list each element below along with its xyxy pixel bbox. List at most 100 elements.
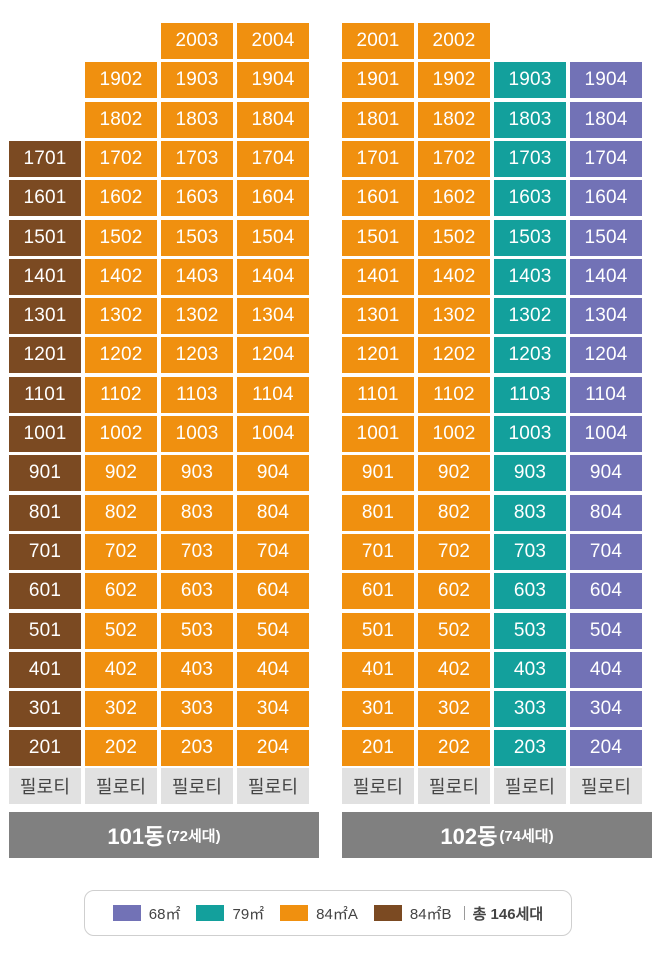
unit-column-03: 1903 1803 1703 1603 1503 1403 1302 1203 1103 1003…	[494, 0, 566, 870]
unit-cell: 1102	[418, 376, 490, 413]
unit-cell: 1001	[342, 416, 414, 452]
unit-cell: 1003	[161, 416, 233, 452]
unit-cell: 504	[237, 612, 309, 649]
unit-cell: 904	[570, 455, 642, 492]
legend-label-84b: 84㎡B	[409, 905, 452, 923]
unit-cell: 803	[161, 494, 233, 531]
unit-cell: 1803	[494, 101, 566, 138]
unit-cell: 604	[570, 573, 642, 610]
unit-cell: 1301	[9, 298, 81, 335]
unit-cell: 903	[494, 455, 566, 492]
pilotis-cell: 필로티	[85, 768, 157, 804]
unit-cell: 1003	[494, 416, 566, 452]
unit-cell: 1101	[342, 376, 414, 413]
unit-cell: 1703	[161, 140, 233, 177]
building-102-name-banner: 102동 (74세대)	[342, 812, 652, 858]
unit-cell: 303	[494, 691, 566, 728]
legend-swatch-84b	[373, 905, 402, 921]
building-102: 102동 (74세대) 2001 1901 1801 1701 1601 1501 1401 1…	[342, 0, 652, 870]
unit-column-01: 2001 1901 1801 1701 1601 1501 1401 1301 1201 1101…	[342, 0, 414, 870]
unit-cell: 1904	[237, 62, 309, 99]
unit-cell: 1902	[418, 62, 490, 99]
unit-cell: 1802	[418, 101, 490, 138]
unit-cell: 902	[418, 455, 490, 492]
unit-cell: 1803	[161, 101, 233, 138]
unit-cell: 404	[237, 651, 309, 688]
unit-cell: 1304	[570, 298, 642, 335]
unit-cell: 2003	[161, 23, 233, 59]
unit-cell: 304	[570, 691, 642, 728]
unit-cell: 1002	[85, 416, 157, 452]
unit-cell: 502	[85, 612, 157, 649]
legend-item-68: 68㎡	[112, 903, 180, 924]
unit-cell: 604	[237, 573, 309, 610]
building-name: 101동	[107, 824, 165, 849]
unit-cell: 1504	[237, 219, 309, 256]
unit-cell: 304	[237, 691, 309, 728]
unit-cell: 201	[9, 730, 81, 767]
unit-cell: 1304	[237, 298, 309, 335]
unit-cell: 601	[342, 573, 414, 610]
unit-cell: 501	[9, 612, 81, 649]
unit-cell: 1403	[494, 258, 566, 295]
unit-cell: 1504	[570, 219, 642, 256]
unit-cell: 902	[85, 455, 157, 492]
unit-cell: 704	[237, 533, 309, 570]
unit-cell: 1702	[85, 140, 157, 177]
unit-column-04: 1904 1804 1704 1604 1504 1404 1304 1204 1104 1004…	[570, 0, 642, 870]
unit-cell: 1002	[418, 416, 490, 452]
legend-swatch-79	[196, 905, 225, 921]
unit-cell: 1901	[342, 62, 414, 99]
unit-cell: 1503	[161, 219, 233, 256]
unit-cell: 1203	[161, 337, 233, 374]
unit-cell: 1101	[9, 376, 81, 413]
unit-cell: 903	[161, 455, 233, 492]
unit-cell: 402	[85, 651, 157, 688]
unit-cell: 202	[418, 730, 490, 767]
unit-cell: 1502	[418, 219, 490, 256]
building-name: 102동	[440, 824, 498, 849]
unit-cell: 1402	[85, 258, 157, 295]
unit-cell: 201	[342, 730, 414, 767]
unit-cell: 503	[494, 612, 566, 649]
unit-cell: 403	[494, 651, 566, 688]
unit-cell: 602	[85, 573, 157, 610]
unit-cell: 703	[494, 533, 566, 570]
unit-column-02: 2002 1902 1802 1702 1602 1502 1402 1302 1202 1102…	[418, 0, 490, 870]
unit-cell: 1402	[418, 258, 490, 295]
unit-cell: 1103	[494, 376, 566, 413]
unit-cell: 1203	[494, 337, 566, 374]
unit-cell: 1103	[161, 376, 233, 413]
pilotis-cell: 필로티	[161, 768, 233, 804]
unit-cell: 1503	[494, 219, 566, 256]
unit-cell: 1603	[494, 180, 566, 217]
legend-item-84b: 84㎡B	[373, 903, 452, 924]
unit-cell: 2001	[342, 23, 414, 59]
legend-label-84a: 84㎡A	[316, 905, 358, 923]
unit-cell: 701	[9, 533, 81, 570]
unit-cell: 801	[9, 494, 81, 531]
unit-cell: 202	[85, 730, 157, 767]
unit-cell: 401	[342, 651, 414, 688]
unit-cell: 1701	[342, 140, 414, 177]
unit-cell: 1401	[9, 258, 81, 295]
total-households: 총 146세대	[472, 905, 544, 923]
unit-cell: 2004	[237, 23, 309, 59]
unit-cell: 501	[342, 612, 414, 649]
unit-cell: 1102	[85, 376, 157, 413]
unit-cell: 1701	[9, 140, 81, 177]
unit-cell: 502	[418, 612, 490, 649]
unit-cell: 403	[161, 651, 233, 688]
unit-cell: 303	[161, 691, 233, 728]
unit-cell: 1302	[85, 298, 157, 335]
unit-cell: 801	[342, 494, 414, 531]
unit-cell: 1804	[237, 101, 309, 138]
unit-cell: 1302	[161, 298, 233, 335]
unit-cell: 901	[342, 455, 414, 492]
unit-cell: 802	[418, 494, 490, 531]
unit-cell: 1104	[570, 376, 642, 413]
unit-cell: 301	[9, 691, 81, 728]
pilotis-cell: 필로티	[342, 768, 414, 804]
unit-cell: 1604	[570, 180, 642, 217]
unit-cell: 1903	[494, 62, 566, 99]
